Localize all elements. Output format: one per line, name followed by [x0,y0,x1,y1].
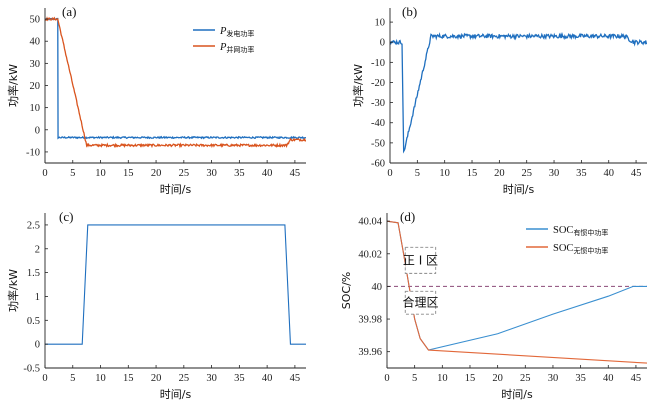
y-tick-label: 1 [35,292,40,303]
y-tick-label: -0.5 [23,364,40,375]
x-tick-label: 10 [439,168,450,179]
y-axis-label: 功率/kW [6,269,20,312]
y-tick-label: 40.04 [358,217,382,228]
x-tick-label: 45 [631,168,642,179]
region-label-1: 正 I 区 [403,253,438,267]
x-tick-label: 45 [290,373,301,384]
x-tick-label: 10 [95,168,106,179]
x-tick-label: 5 [70,373,75,384]
x-tick-label: 5 [415,168,420,179]
y-tick-label: 30 [30,59,41,70]
x-tick-label: 35 [234,168,245,179]
x-tick-label: 20 [151,168,162,179]
x-axis-label: 时间/s [160,183,192,196]
x-tick-label: 45 [290,168,301,179]
y-tick-label: 39.96 [358,347,382,358]
x-tick-label: 45 [631,373,642,384]
x-axis-label: 时间/s [501,388,533,401]
x-tick-label: 0 [384,373,389,384]
y-axis-label: 功率/kW [6,64,20,107]
y-tick-label: 0 [380,38,385,49]
x-tick-label: 0 [42,168,47,179]
x-tick-label: 25 [520,373,531,384]
y-tick-label: 40.02 [358,249,382,260]
panel-label: (b) [402,4,417,19]
x-tick-label: 5 [412,373,417,384]
y-tick-label: 0 [35,340,40,351]
x-tick-label: 35 [576,168,587,179]
y-tick-label: 40 [372,282,383,293]
series-line-2 [45,16,306,149]
x-tick-label: 20 [494,168,505,179]
series-line-1 [387,220,647,351]
y-tick-label: 20 [30,81,41,92]
series-line-1 [390,31,647,154]
y-tick-label: 40 [30,37,41,48]
series-line-1 [45,224,306,345]
y-tick-label: 0.5 [27,316,40,327]
x-tick-label: 30 [206,373,217,384]
y-tick-label: -60 [371,159,385,170]
x-tick-label: 30 [548,373,559,384]
x-axis-label: 时间/s [160,388,192,401]
x-tick-label: 30 [549,168,560,179]
x-tick-label: 15 [467,168,478,179]
y-tick-label: -30 [371,98,385,109]
y-tick-label: -50 [371,138,385,149]
region-box-1 [404,246,437,274]
x-tick-label: 25 [521,168,532,179]
chart-panel-2: 0 5 10 15 20 25 30 35 40 45 -60 -50 -40 -30 -20 -10 0 10 时… [351,4,647,196]
x-tick-label: 40 [262,168,273,179]
x-tick-label: 10 [95,373,106,384]
series-line-1 [45,17,306,140]
x-tick-label: 25 [179,373,190,384]
y-tick-label: -40 [371,118,385,129]
y-tick-label: 10 [30,103,41,114]
legend-entry-2: P并网功率 [219,42,254,54]
y-axis-label: SOC/% [340,272,353,309]
y-tick-label: 2.5 [27,220,40,231]
x-axis-label: 时间/s [503,183,535,196]
x-tick-label: 40 [603,168,614,179]
chart-panel-3: 0 5 10 15 20 25 30 35 40 45-0.500.511.522.5时间/s功率… [6,209,306,401]
x-tick-label: 40 [262,373,273,384]
panel-label: (d) [400,209,415,224]
region-label-2: 合理区 [402,295,438,310]
panel-label: (c) [59,209,73,224]
panel-label: (a) [62,4,76,19]
x-tick-label: 20 [151,373,162,384]
legend-entry-1: P发电功率 [219,26,254,38]
x-tick-label: 15 [123,168,134,179]
x-tick-label: 25 [179,168,190,179]
x-tick-label: 0 [387,168,392,179]
y-axis-label: 功率/kW [351,64,365,107]
y-tick-label: -10 [371,58,385,69]
y-tick-label: 50 [30,15,41,26]
x-tick-label: 15 [123,373,134,384]
legend-entry-1: SOC有惯中功率 [553,225,608,237]
x-tick-label: 35 [234,373,245,384]
x-tick-label: 15 [465,373,476,384]
y-tick-label: 0 [35,125,40,136]
chart-panel-1: 0 5 10 15 20 25 30 35 40 45-1001020304050时间/s功率/k… [6,4,306,196]
y-tick-label: -10 [26,147,40,158]
y-tick-label: 10 [375,18,386,29]
region-box-2 [404,290,437,315]
x-tick-label: 40 [603,373,614,384]
x-tick-label: 35 [575,373,586,384]
x-tick-label: 10 [437,373,448,384]
y-tick-label: 2 [35,244,40,255]
legend-entry-2: SOC无惯中功率 [553,243,608,255]
x-tick-label: 0 [42,373,47,384]
y-tick-label: -20 [371,78,385,89]
x-tick-label: 30 [206,168,217,179]
y-tick-label: 1.5 [27,268,40,279]
x-tick-label: 5 [70,168,75,179]
x-tick-label: 20 [492,373,503,384]
y-tick-label: 39.98 [358,315,382,326]
